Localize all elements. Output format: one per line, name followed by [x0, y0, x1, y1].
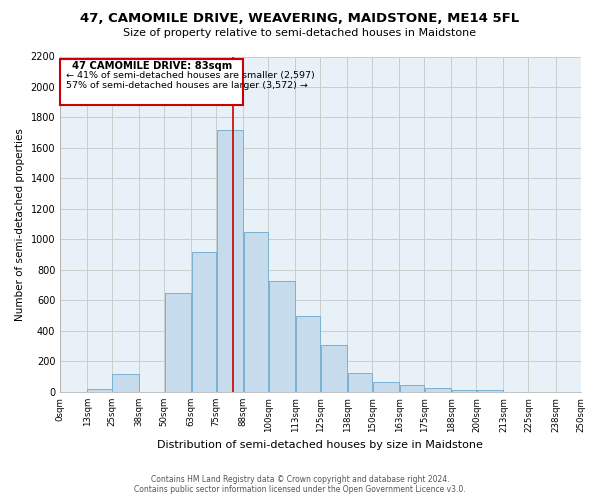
Bar [296, 316, 320, 392]
X-axis label: Distribution of semi-detached houses by size in Maidstone: Distribution of semi-detached houses by … [157, 440, 483, 450]
Bar [477, 390, 503, 392]
Text: Contains HM Land Registry data © Crown copyright and database right 2024.
Contai: Contains HM Land Registry data © Crown c… [134, 474, 466, 494]
Text: Size of property relative to semi-detached houses in Maidstone: Size of property relative to semi-detach… [124, 28, 476, 38]
Text: 57% of semi-detached houses are larger (3,572) →: 57% of semi-detached houses are larger (… [67, 81, 308, 90]
Y-axis label: Number of semi-detached properties: Number of semi-detached properties [15, 128, 25, 320]
Bar [373, 382, 399, 392]
FancyBboxPatch shape [60, 59, 244, 104]
Bar [112, 374, 139, 392]
Bar [217, 130, 243, 392]
Bar [191, 252, 216, 392]
Bar [452, 390, 476, 392]
Bar [88, 389, 112, 392]
Bar [244, 232, 268, 392]
Text: ← 41% of semi-detached houses are smaller (2,597): ← 41% of semi-detached houses are smalle… [67, 71, 315, 80]
Bar [320, 346, 347, 392]
Bar [164, 293, 191, 392]
Bar [269, 280, 295, 392]
Bar [400, 385, 424, 392]
Text: 47 CAMOMILE DRIVE: 83sqm: 47 CAMOMILE DRIVE: 83sqm [71, 61, 232, 71]
Bar [347, 373, 372, 392]
Bar [425, 388, 451, 392]
Text: 47, CAMOMILE DRIVE, WEAVERING, MAIDSTONE, ME14 5FL: 47, CAMOMILE DRIVE, WEAVERING, MAIDSTONE… [80, 12, 520, 26]
